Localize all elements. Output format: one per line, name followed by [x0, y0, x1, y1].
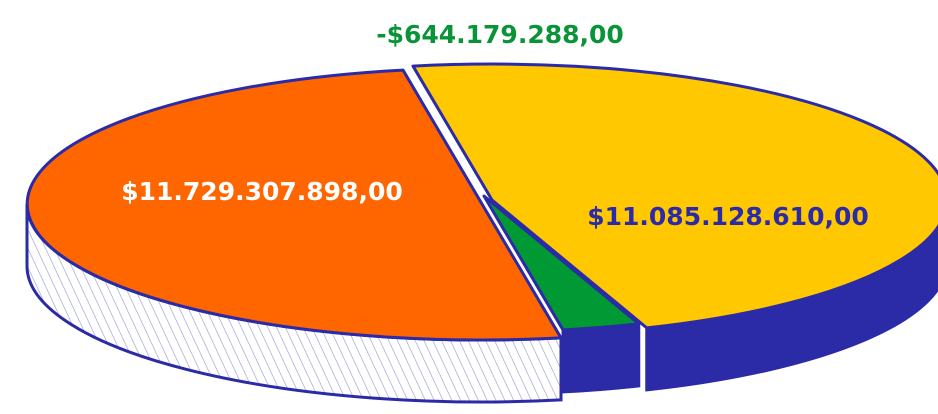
slice-label: -$644.179.288,00 [376, 20, 624, 49]
slice-side-shade [563, 323, 639, 392]
slice-side-shade [27, 204, 562, 402]
slice [411, 62, 938, 330]
slice [25, 68, 563, 342]
slice-label: $11.085.128.610,00 [587, 202, 869, 231]
pie-labels: $11.729.307.898,00 $11.085.128.610,00 -$64… [121, 20, 869, 231]
pie-tops [25, 62, 938, 342]
pie-sides [25, 203, 938, 404]
slice-label: $11.729.307.898,00 [121, 177, 403, 206]
slice [482, 194, 641, 332]
slice-side-shade [646, 226, 938, 390]
